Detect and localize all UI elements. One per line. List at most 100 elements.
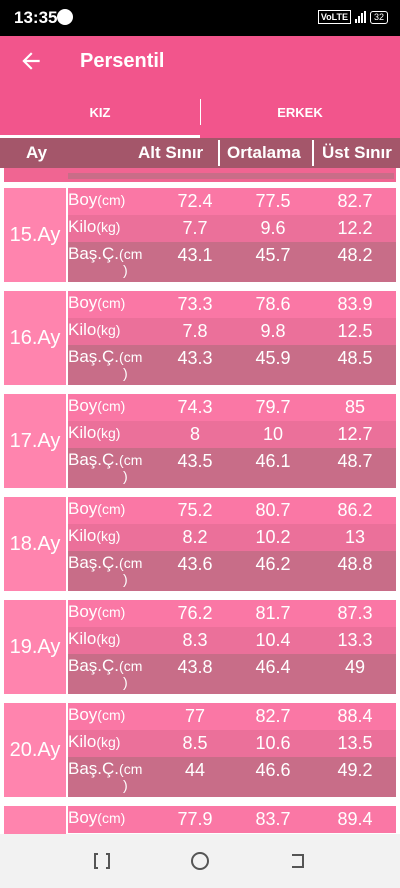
- value-kilo: 9.6: [260, 218, 286, 238]
- row-bas: Baş.Ç.(cm) 44 46.6 49.2: [68, 757, 396, 797]
- row-kilo: Kilo(kg) 8.5 10.6 13.5: [68, 730, 396, 757]
- label-bas: Baş.Ç.(cm): [68, 553, 143, 587]
- value-bas: 43.1: [177, 245, 213, 265]
- value-boy: 82.7: [255, 706, 291, 726]
- value-kilo: 13.5: [337, 733, 373, 753]
- value-boy: 77: [184, 706, 206, 726]
- label-boy: Boy(cm): [68, 499, 126, 518]
- status-bar: 13:35 VoLTE 32: [0, 0, 400, 36]
- value-boy: 82.7: [337, 191, 373, 211]
- value-boy: 73.3: [177, 294, 213, 314]
- status-icons: VoLTE 32: [317, 10, 388, 24]
- value-boy: 83.9: [337, 294, 373, 314]
- row-bas: Baş.Ç.(cm) 43.5 46.1 48.7: [68, 448, 396, 488]
- row-boy: Boy(cm) 74.3 79.7 85: [68, 394, 396, 421]
- row-kilo: Kilo(kg) 8.2 10.2 13: [68, 524, 396, 551]
- value-bas: 45.7: [255, 245, 291, 265]
- value-bas: 48.8: [337, 554, 373, 574]
- month-block: 18.Ay Boy(cm) 75.2 80.7 86.2 Kilo(kg) 8.2 10.2 1…: [4, 497, 396, 591]
- home-icon[interactable]: [188, 849, 212, 873]
- value-bas: 43.6: [177, 554, 213, 574]
- system-nav-bar: [0, 834, 400, 888]
- row-boy: Boy(cm) 75.2 80.7 86.2: [68, 497, 396, 524]
- value-kilo: 9.8: [260, 321, 286, 341]
- label-bas: Baş.Ç.(cm): [68, 244, 143, 278]
- value-bas: 44: [184, 760, 206, 780]
- row-boy: Boy(cm) 72.4 77.5 82.7: [68, 188, 396, 215]
- label-kilo: Kilo(kg): [68, 629, 121, 648]
- value-bas: 49.2: [337, 760, 373, 780]
- tab-kiz[interactable]: KIZ: [89, 105, 111, 120]
- label-bas: Baş.Ç.(cm): [68, 450, 143, 484]
- row-bas: Baş.Ç.(cm) 43.3 45.9 48.5: [68, 345, 396, 385]
- column-alt-sinir: Alt Sınır: [138, 143, 204, 162]
- month-label: [4, 806, 66, 834]
- value-boy: 78.6: [255, 294, 291, 314]
- value-bas: 46.1: [255, 451, 291, 471]
- month-label: 15.Ay: [4, 188, 66, 282]
- value-boy: 74.3: [177, 397, 213, 417]
- value-bas: 46.6: [255, 760, 291, 780]
- month-label: 20.Ay: [4, 703, 66, 797]
- tab-bar: KIZ ERKEK: [0, 88, 400, 138]
- month-block: 20.Ay Boy(cm) 77 82.7 88.4 Kilo(kg) 8.5 10.6 13.…: [4, 703, 396, 797]
- month-label: 17.Ay: [4, 394, 66, 488]
- value-bas: 43.3: [177, 348, 213, 368]
- value-kilo: 10: [262, 424, 284, 444]
- value-bas: 46.4: [255, 657, 291, 677]
- row-kilo: Kilo(kg) 8 10 12.7: [68, 421, 396, 448]
- row-kilo: Kilo(kg) 7.7 9.6 12.2: [68, 215, 396, 242]
- tab-indicator: [0, 135, 200, 138]
- label-kilo: Kilo(kg): [68, 217, 121, 236]
- column-header: Ay Alt Sınır Ortalama Üst Sınır: [0, 138, 400, 168]
- value-kilo: 13: [344, 527, 366, 547]
- value-boy: 80.7: [255, 500, 291, 520]
- row-boy: Boy(cm) 73.3 78.6 83.9: [68, 291, 396, 318]
- signal-icon: [354, 11, 366, 23]
- value-boy: 81.7: [255, 603, 291, 623]
- value-bas: 49: [344, 657, 366, 677]
- value-kilo: 12.5: [337, 321, 373, 341]
- row-bas: Baş.Ç.(cm) 43.6 46.2 48.8: [68, 551, 396, 591]
- back-nav-icon[interactable]: [286, 849, 310, 873]
- value-boy: 77.9: [177, 809, 213, 829]
- column-ay: Ay: [26, 143, 48, 162]
- row-bas: Baş.Ç.(cm) 43.1 45.7 48.2: [68, 242, 396, 282]
- value-kilo: 10.6: [255, 733, 291, 753]
- value-boy: 77.5: [255, 191, 291, 211]
- label-boy: Boy(cm): [68, 190, 126, 209]
- percentile-list[interactable]: 15.Ay Boy(cm) 72.4 77.5 82.7 Kilo(kg) 7.7 9.6 12…: [0, 168, 400, 834]
- label-boy: Boy(cm): [68, 705, 126, 724]
- value-bas: 48.5: [337, 348, 373, 368]
- back-arrow-icon[interactable]: [18, 48, 44, 74]
- value-kilo: 7.7: [182, 218, 208, 238]
- value-boy: 89.4: [337, 809, 373, 829]
- row-kilo: Kilo(kg) 7.8 9.8 12.5: [68, 318, 396, 345]
- month-label: 19.Ay: [4, 600, 66, 694]
- label-boy: Boy(cm): [68, 602, 126, 621]
- value-kilo: 12.2: [337, 218, 373, 238]
- label-bas: Baş.Ç.(cm): [68, 347, 143, 381]
- label-kilo: Kilo(kg): [68, 320, 121, 339]
- value-kilo: 10.4: [255, 630, 291, 650]
- value-kilo: 12.7: [337, 424, 373, 444]
- recent-apps-icon[interactable]: [90, 849, 114, 873]
- value-kilo: 13.3: [337, 630, 373, 650]
- value-boy: 83.7: [255, 809, 291, 829]
- column-divider: [312, 140, 314, 166]
- value-bas: 43.5: [177, 451, 213, 471]
- value-kilo: 7.8: [182, 321, 208, 341]
- label-kilo: Kilo(kg): [68, 526, 121, 545]
- column-ortalama: Ortalama: [227, 143, 301, 162]
- value-boy: 75.2: [177, 500, 213, 520]
- tab-erkek[interactable]: ERKEK: [277, 105, 323, 120]
- value-boy: 76.2: [177, 603, 213, 623]
- row-boy: Boy(cm) 77 82.7 88.4: [68, 703, 396, 730]
- tab-divider: [200, 99, 201, 125]
- label-boy: Boy(cm): [68, 808, 126, 827]
- value-kilo: 8: [189, 424, 200, 444]
- month-block: 19.Ay Boy(cm) 76.2 81.7 87.3 Kilo(kg) 8.3 10.4 1…: [4, 600, 396, 694]
- row-bas: Baş.Ç.(cm) 43.8 46.4 49: [68, 654, 396, 694]
- status-time: 13:35: [14, 8, 58, 27]
- month-block: 16.Ay Boy(cm) 73.3 78.6 83.9 Kilo(kg) 7.8 9.8 12…: [4, 291, 396, 385]
